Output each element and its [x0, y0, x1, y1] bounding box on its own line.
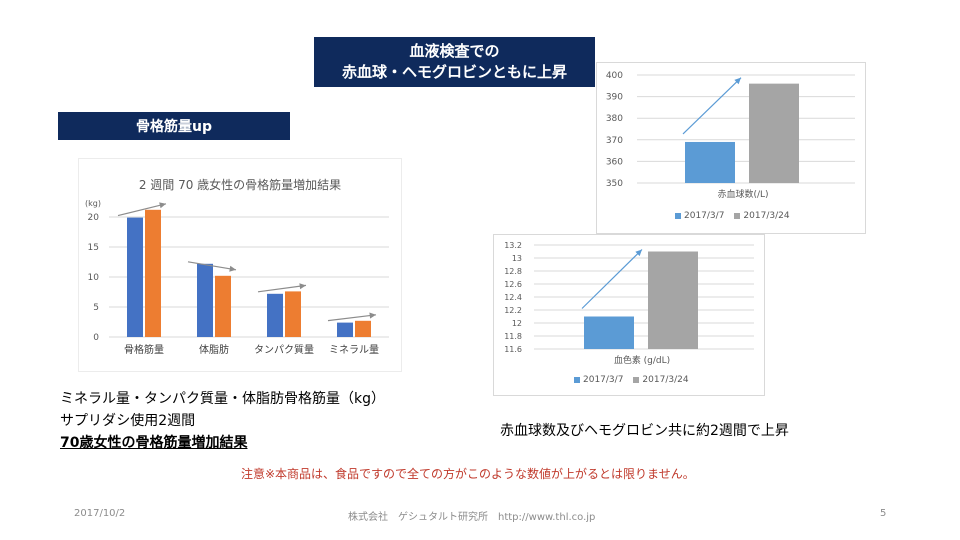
y-tick-label: 11.6 — [504, 345, 522, 354]
y-tick-label: 390 — [606, 93, 623, 103]
rbc-legend-item-2: 2017/3/24 — [734, 211, 790, 221]
bar — [337, 322, 353, 337]
legend-swatch-gray — [633, 376, 640, 383]
bar — [267, 293, 283, 337]
bar — [145, 209, 161, 337]
trend-arrow — [581, 249, 643, 309]
y-tick-label: 370 — [606, 136, 623, 146]
hemoglobin-legend: 2017/3/7 2017/3/24 — [574, 375, 689, 385]
muscle-chart: 2 週間 70 歳女性の骨格筋量増加結果 (kg) 0 5 10 15 20 骨格筋量 体脂肪 タ… — [85, 177, 389, 356]
trend-arrow-head — [229, 265, 236, 272]
bar — [648, 251, 698, 349]
bar — [285, 291, 301, 337]
bar — [584, 316, 634, 349]
trend-arrow — [327, 314, 377, 322]
bar — [685, 141, 735, 183]
caption-left-line-3: 70歳女性の骨格筋量増加結果 — [60, 435, 248, 451]
caption-right: 赤血球数及びヘモグロビン共に約2週間で上昇 — [500, 423, 789, 439]
rbc-legend-label-2: 2017/3/24 — [743, 211, 790, 221]
legend-swatch-blue — [675, 212, 681, 219]
caption-left-line-2: サプリダシ使用2週間 — [60, 413, 196, 429]
y-tick-label: 11.8 — [504, 332, 522, 341]
trend-arrow-head — [635, 249, 642, 257]
title-box: 血液検査での 赤血球・ヘモグロビンともに上昇 — [314, 37, 595, 87]
trend-arrow-head — [299, 283, 306, 290]
y-tick-label: 12.6 — [504, 280, 522, 289]
chart-title: 2 週間 70 歳女性の骨格筋量増加結果 — [139, 177, 341, 192]
category-label: タンパク質量 — [254, 343, 314, 356]
muscle-up-label: 骨格筋量up — [58, 112, 290, 140]
y-tick-label: 10 — [88, 273, 100, 283]
y-axis-unit: (kg) — [85, 199, 101, 208]
trend-arrow — [117, 203, 167, 217]
title-line-2: 赤血球・ヘモグロビンともに上昇 — [341, 63, 567, 81]
y-tick-label: 12.8 — [504, 267, 522, 276]
y-tick-label: 12.4 — [504, 293, 522, 302]
category-label: 骨格筋量 — [124, 343, 164, 356]
hemoglobin-chart: 11.6 11.8 12 12.2 12.4 12.6 12.8 13 13.2 血色素 (g/d… — [504, 241, 754, 366]
y-tick-label: 12 — [512, 319, 522, 328]
hemoglobin-legend-item-1: 2017/3/7 — [574, 375, 623, 385]
trend-arrow — [682, 77, 742, 135]
trend-arrow-head — [734, 77, 741, 85]
hemoglobin-legend-label-1: 2017/3/7 — [583, 375, 624, 385]
x-axis-label: 赤血球数(/L) — [717, 188, 768, 200]
bar — [355, 320, 371, 337]
hemoglobin-chart-panel: 11.6 11.8 12 12.2 12.4 12.6 12.8 13 13.2 血色素 (g/d… — [493, 234, 765, 396]
y-tick-label: 380 — [606, 114, 623, 124]
y-tick-label: 360 — [606, 157, 623, 167]
hemoglobin-legend-label-2: 2017/3/24 — [642, 375, 689, 385]
caption-left-line-1: ミネラル量・タンパク質量・体脂肪骨格筋量（kg） — [60, 391, 385, 407]
title-line-1: 血液検査での — [409, 42, 500, 60]
rbc-legend-label-1: 2017/3/7 — [684, 211, 725, 221]
legend-swatch-gray — [734, 212, 741, 219]
category-label: ミネラル量 — [329, 344, 379, 356]
footer-company: 株式会社 ゲシュタルト研究所 http://www.thl.co.jp — [348, 512, 596, 523]
y-tick-label: 350 — [606, 179, 623, 189]
muscle-up-text: 骨格筋量up — [136, 119, 212, 135]
trend-arrow-head — [369, 312, 376, 319]
notice-text: 注意※本商品は、食品ですので全ての方がこのような数値が上がるとは限りません。 — [241, 467, 695, 481]
muscle-chart-panel: 2 週間 70 歳女性の骨格筋量増加結果 (kg) 0 5 10 15 20 骨格筋量 体脂肪 タ… — [78, 158, 402, 372]
legend-swatch-blue — [574, 376, 580, 383]
rbc-legend: 2017/3/7 2017/3/24 — [675, 211, 790, 221]
x-axis-label: 血色素 (g/dL) — [614, 354, 670, 366]
bar — [197, 263, 213, 337]
y-tick-label: 13.2 — [504, 241, 522, 250]
category-label: 体脂肪 — [199, 343, 229, 356]
bar — [215, 275, 231, 337]
y-tick-label: 20 — [88, 213, 100, 223]
bar — [127, 217, 143, 337]
y-tick-label: 15 — [88, 243, 99, 253]
rbc-chart-panel: 350 360 370 380 390 400 赤血球数(/L) 2017/3/7 2017… — [596, 62, 866, 234]
bar — [749, 83, 799, 183]
footer-date: 2017/10/2 — [74, 508, 126, 519]
y-tick-label: 400 — [606, 71, 623, 81]
hemoglobin-legend-item-2: 2017/3/24 — [633, 375, 689, 385]
y-tick-label: 12.2 — [504, 306, 522, 315]
y-tick-label: 0 — [93, 333, 99, 343]
trend-arrow — [257, 284, 307, 293]
rbc-legend-item-1: 2017/3/7 — [675, 211, 724, 221]
y-tick-label: 13 — [512, 254, 522, 263]
trend-arrow-head — [159, 202, 166, 209]
rbc-chart: 350 360 370 380 390 400 赤血球数(/L) — [606, 71, 855, 200]
trend-arrow — [187, 261, 237, 271]
y-tick-label: 5 — [93, 303, 99, 313]
footer-page-number: 5 — [880, 508, 887, 519]
